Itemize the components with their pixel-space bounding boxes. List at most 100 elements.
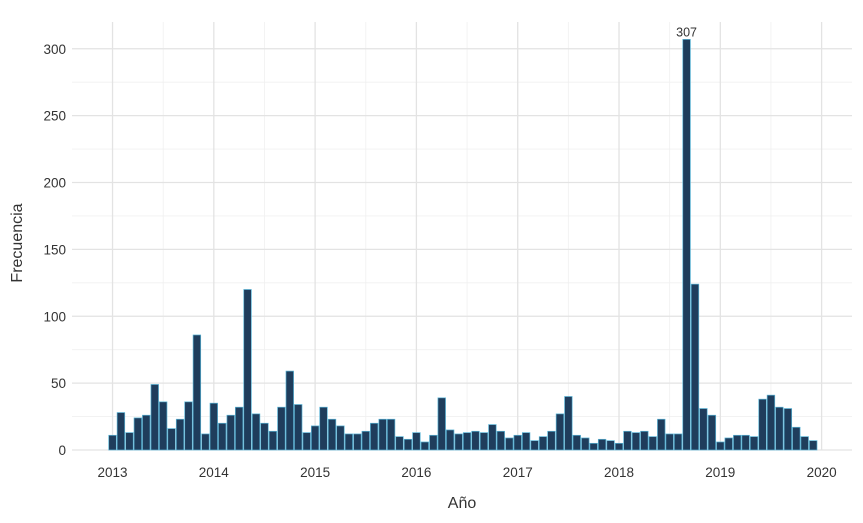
- bar: [597, 438, 607, 451]
- bar: [690, 283, 700, 451]
- bar: [310, 425, 320, 451]
- x-tick-label: 2013: [97, 465, 127, 480]
- y-tick-label: 100: [43, 309, 66, 324]
- y-tick-label: 150: [43, 242, 66, 257]
- bar: [201, 433, 210, 451]
- bar: [192, 334, 202, 451]
- bar: [547, 430, 556, 451]
- bar: [479, 432, 489, 451]
- bar: [513, 434, 522, 451]
- annotations: 307: [676, 25, 697, 39]
- bar: [682, 39, 691, 451]
- bar: [251, 413, 261, 451]
- y-tick-labels: 0 50 100 150 200 250 300: [43, 42, 66, 458]
- bar: [116, 412, 126, 451]
- major-gridlines: [72, 22, 852, 451]
- x-axis-title: Año: [448, 495, 477, 512]
- bar: [344, 433, 353, 451]
- x-tick-label: 2018: [604, 465, 634, 480]
- bar: [724, 437, 733, 451]
- bar: [505, 437, 514, 451]
- bar: [488, 424, 497, 451]
- bar: [640, 430, 649, 451]
- bar: [412, 432, 421, 451]
- bar: [496, 430, 505, 451]
- bar: [572, 434, 581, 451]
- x-tick-label: 2015: [300, 465, 330, 480]
- y-tick-label: 250: [43, 109, 66, 124]
- x-tick-label: 2019: [705, 465, 735, 480]
- bar: [707, 414, 717, 451]
- bar: [648, 436, 657, 451]
- bar: [370, 422, 379, 451]
- bar: [175, 418, 185, 451]
- bar: [606, 440, 615, 451]
- bar: [581, 437, 590, 451]
- bar: [783, 408, 793, 451]
- bar: [749, 436, 759, 451]
- bar: [657, 418, 666, 451]
- bar: [294, 404, 303, 451]
- bar: [631, 432, 641, 451]
- bar: [429, 434, 438, 451]
- bar: [378, 418, 387, 451]
- bar: [353, 433, 362, 451]
- bar: [260, 422, 269, 451]
- bar: [665, 433, 674, 451]
- x-tick-label: 2016: [401, 465, 431, 480]
- bar: [277, 406, 286, 451]
- bar: [125, 432, 134, 451]
- bar: [268, 430, 278, 451]
- bar: [538, 436, 548, 451]
- bar: [521, 432, 531, 451]
- bar: [395, 436, 404, 451]
- bar: [243, 289, 252, 451]
- y-tick-label: 0: [58, 443, 66, 458]
- minor-gridlines: [72, 22, 852, 450]
- bar: [302, 432, 311, 451]
- bar: [285, 370, 294, 451]
- x-tick-labels: 2013 2014 2015 2016 2017 2018 2019 2020: [97, 465, 836, 480]
- y-axis-title: Frecuencia: [9, 203, 26, 282]
- bar: [150, 384, 159, 451]
- bar: [226, 414, 235, 451]
- bar: [361, 430, 370, 451]
- x-tick-label: 2014: [199, 465, 230, 480]
- bar: [336, 425, 345, 451]
- bar: [319, 406, 328, 451]
- bar: [716, 441, 725, 451]
- bar-data-label: 307: [676, 25, 697, 39]
- bar: [733, 434, 742, 451]
- bar: [420, 441, 429, 451]
- bar: [462, 432, 472, 451]
- bar: [809, 440, 818, 451]
- bar: [159, 401, 168, 451]
- bar: [589, 442, 598, 451]
- bar: [209, 402, 218, 451]
- bar: [108, 434, 117, 451]
- bar: [673, 433, 683, 451]
- bar: [327, 418, 337, 451]
- bar: [142, 414, 151, 451]
- bar: [800, 436, 809, 451]
- bar: [437, 397, 446, 451]
- bar: [766, 394, 776, 451]
- bar: [454, 433, 463, 451]
- y-tick-label: 50: [51, 376, 66, 391]
- bar: [167, 428, 176, 451]
- bar: [471, 430, 480, 451]
- bar: [218, 422, 227, 451]
- bar: [699, 408, 708, 451]
- bar: [564, 396, 573, 451]
- x-tick-label: 2017: [503, 465, 533, 480]
- y-tick-label: 300: [43, 42, 66, 57]
- x-tick-label: 2020: [807, 465, 837, 480]
- bar: [445, 429, 455, 451]
- bar: [184, 401, 193, 451]
- bar: [758, 398, 767, 451]
- y-tick-label: 200: [43, 176, 66, 191]
- bar: [403, 438, 413, 451]
- bar: [623, 430, 632, 451]
- bar: [775, 406, 784, 451]
- bar: [741, 434, 750, 451]
